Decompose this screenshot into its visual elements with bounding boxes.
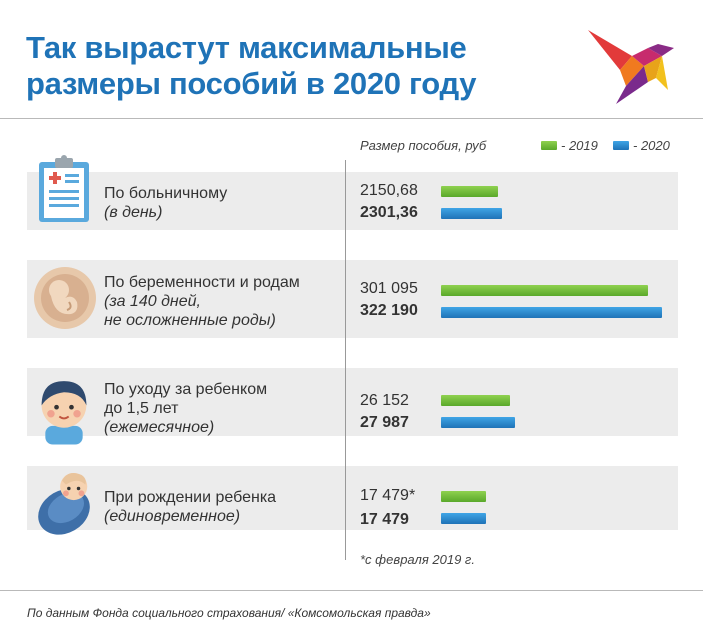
category-note: (ежемесячное) [104, 419, 215, 436]
category-label-birth: При рождении ребенка (единовременное) [104, 488, 276, 526]
bar-2019-sick-leave [441, 186, 498, 197]
category-note: (в день) [104, 204, 163, 221]
footnote: *с февраля 2019 г. [360, 552, 475, 567]
value-label-2019: 2150,68 [360, 182, 418, 199]
value-label-2019: 26 152 [360, 392, 409, 409]
category-note: (единовременное) [104, 508, 241, 525]
category-name: По беременности и родам [104, 274, 300, 291]
category-note: (за 140 дней, [104, 293, 201, 310]
legend-2020: - 2020 [613, 138, 670, 153]
category-name: По уходу за ребенком [104, 381, 268, 398]
page-title: Так вырастут максимальные размеры пособи… [26, 30, 546, 102]
value-label-2020: 17 479 [360, 511, 409, 528]
bar-2020-birth [441, 513, 486, 524]
axis-label: Размер пособия, руб [360, 138, 487, 153]
value-label-2019: 301 095 [360, 280, 418, 297]
category-label-maternity: По беременности и родам (за 140 дней, не… [104, 273, 300, 330]
category-label-sick-leave: По больничному (в день) [104, 184, 227, 222]
value-label-2020: 322 190 [360, 302, 418, 319]
clipboard-medical-icon [39, 155, 89, 222]
title-line-1: Так вырастут максимальные [26, 30, 467, 65]
fetus-icon [34, 267, 96, 329]
bar-2020-childcare [441, 417, 515, 428]
source-credit: По данным Фонда социального страхования/… [27, 606, 431, 620]
row-background [27, 368, 678, 436]
category-label-childcare: По уходу за ребенком до 1,5 лет (ежемеся… [104, 380, 267, 437]
bar-2020-sick-leave [441, 208, 502, 219]
legend-label-2020: - 2020 [633, 138, 670, 153]
top-divider [0, 118, 703, 119]
bar-2019-childcare [441, 395, 511, 406]
value-label-2020: 27 987 [360, 414, 409, 431]
bar-2019-birth [441, 491, 486, 502]
value-label-2019: 17 479* [360, 487, 416, 504]
bar-2019-maternity [441, 285, 648, 296]
row-background [27, 172, 678, 230]
row-background [27, 466, 678, 530]
legend-2019: - 2019 [541, 138, 598, 153]
bar-2020-maternity [441, 307, 662, 318]
category-name: По больничному [104, 185, 228, 202]
category-name: При рождении ребенка [104, 489, 277, 506]
swallow-bird-logo [588, 30, 674, 104]
legend-label-2019: - 2019 [561, 138, 598, 153]
category-note-2: не осложненные роды) [104, 312, 276, 329]
swaddled-baby-icon [38, 472, 90, 535]
value-label-2020: 2301,36 [360, 204, 418, 221]
row-background [27, 260, 678, 338]
child-face-icon [41, 381, 87, 445]
divider-line [345, 160, 346, 560]
bottom-divider [0, 590, 703, 591]
legend-swatch-2019 [541, 141, 557, 150]
title-line-2: размеры пособий в 2020 году [26, 66, 477, 101]
legend-swatch-2020 [613, 141, 629, 150]
category-name-2: до 1,5 лет [104, 400, 179, 417]
